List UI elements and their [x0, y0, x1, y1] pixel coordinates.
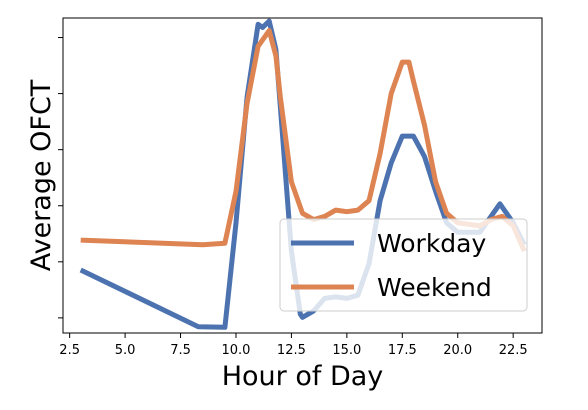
x-axis-title: Hour of Day — [222, 361, 384, 392]
x-tick-label: 17.5 — [388, 343, 417, 358]
legend: Workday Weekend — [279, 218, 528, 312]
legend-label-workday: Workday — [377, 229, 486, 258]
x-tick-label: 10.0 — [221, 343, 250, 358]
x-tick-label: 5.0 — [115, 343, 136, 358]
x-tick-label: 15.0 — [332, 343, 361, 358]
y-axis-title: Average OFCT — [26, 79, 57, 271]
x-tick-label: 7.5 — [170, 343, 191, 358]
x-axis-ticks: 2.5 5.0 7.5 10.0 12.5 15.0 17.5 20.0 22.5 — [59, 333, 528, 358]
x-tick-label: 22.5 — [499, 343, 528, 358]
y-axis-ticks — [58, 37, 63, 319]
x-tick-label: 20.0 — [443, 343, 472, 358]
x-tick-label: 12.5 — [277, 343, 306, 358]
legend-label-weekend: Weekend — [377, 273, 492, 302]
x-tick-label: 2.5 — [59, 343, 80, 358]
